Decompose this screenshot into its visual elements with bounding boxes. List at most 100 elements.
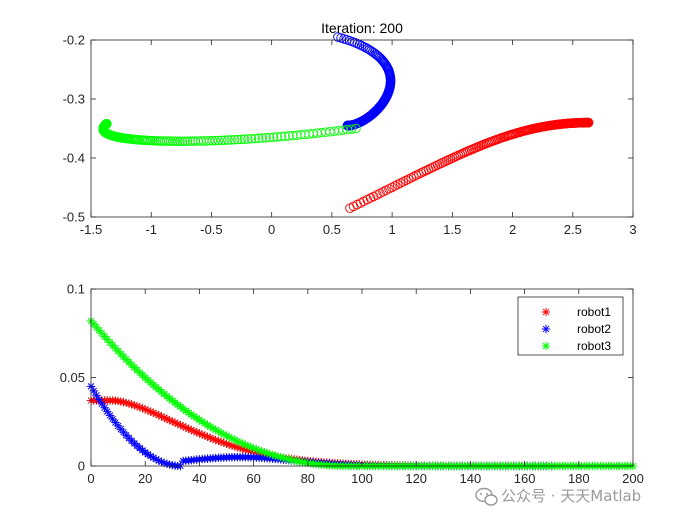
robot1-position-marker — [384, 184, 394, 194]
robot1-error-marker — [130, 401, 139, 410]
robot1-error-marker — [206, 433, 215, 443]
robot3-position-marker — [292, 130, 302, 140]
robot2-error-marker — [162, 459, 172, 468]
trajectory-robot2 — [333, 32, 396, 131]
robot3-position-marker — [190, 136, 201, 146]
robot1-error-marker — [238, 444, 247, 454]
robot3-position-marker — [253, 133, 264, 144]
legend-marker-robot2 — [541, 324, 551, 334]
robot1-position-marker — [401, 175, 411, 186]
bottom-ytick-label: 0.05 — [60, 370, 85, 385]
robot2-error-marker — [157, 457, 166, 467]
top-xtick-label: -1 — [145, 222, 157, 237]
legend-label-robot3: robot3 — [577, 339, 611, 353]
robot3-error-marker — [197, 417, 207, 426]
robot3-error-marker — [260, 447, 269, 457]
robot3-position-marker — [296, 130, 306, 140]
legend-marker-robot1 — [541, 307, 551, 317]
robot3-position-marker — [264, 132, 275, 143]
robot3-position-marker — [272, 132, 283, 142]
robot1-error-marker — [235, 443, 245, 453]
robot3-error-marker — [284, 455, 294, 464]
robot1-position-marker — [583, 117, 594, 128]
robot3-position-marker — [180, 136, 190, 146]
bottom-ticks: 0 20 40 60 80 100 120 140 160 180 200 0 0.05 0.1 — [60, 282, 644, 487]
robot1-position-marker — [441, 156, 452, 166]
robot3-error-marker — [281, 454, 291, 463]
robot3-error-marker — [254, 446, 264, 455]
robot3-error-marker — [233, 436, 242, 446]
robot2-position-marker — [352, 38, 362, 49]
top-xtick-label: -1.5 — [80, 222, 102, 237]
robot3-position-marker — [276, 131, 286, 142]
robot3-error-marker — [279, 453, 288, 463]
robot3-error-marker — [257, 447, 266, 456]
robot3-error-marker — [203, 420, 212, 430]
robot2-error-marker — [165, 460, 174, 469]
robot3-error-marker — [262, 448, 272, 458]
robot2-error-marker — [159, 458, 169, 468]
robot1-error-marker — [151, 409, 161, 419]
robot1-error-marker — [173, 419, 182, 429]
robot2-error-marker — [111, 418, 120, 427]
robot1-error-marker — [203, 432, 212, 441]
robot3-error-marker — [208, 424, 218, 433]
robot1-error-marker — [141, 405, 150, 414]
robot1-error-marker — [168, 417, 177, 426]
robot1-error-marker — [132, 402, 142, 411]
robot2-error-marker — [143, 450, 153, 459]
robot3-error-marker — [271, 451, 280, 460]
robot3-error-marker — [276, 453, 285, 462]
robot1-error-marker — [178, 422, 188, 431]
robot1-position-marker — [443, 155, 454, 165]
top-axes: -1.5 -1 -0.5 0 0.5 1 1.5 2 2.5 3-0.5-0.4-0.3-0.2 … — [63, 20, 637, 237]
robot3-position-marker — [101, 119, 112, 129]
robot1-error-marker — [170, 418, 180, 427]
robot2-error-marker — [113, 421, 123, 431]
robot2-error-marker — [94, 395, 104, 404]
robot3-position-marker — [216, 135, 227, 146]
robot3-position-marker — [300, 129, 310, 140]
robot3-error-marker — [230, 435, 239, 445]
top-xtick-label: 2 — [509, 222, 516, 237]
robot1-error-marker — [143, 406, 153, 415]
legend: robot1 robot2 robot3 — [517, 296, 624, 356]
wechat-icon — [475, 487, 498, 506]
legend-label-robot1: robot1 — [577, 305, 611, 319]
bottom-ytick-label: 0 — [78, 459, 85, 474]
robot1-error-marker — [119, 397, 128, 407]
legend-entry-robot1: robot1 — [541, 305, 611, 319]
robot3-error-marker — [206, 422, 215, 431]
robot1-error-marker — [176, 420, 185, 430]
robot1-position-marker — [435, 159, 445, 169]
robot1-error-marker — [149, 408, 158, 418]
robot1-error-marker — [135, 403, 144, 412]
top-ytick-label: -0.5 — [63, 210, 85, 225]
robot3-position-marker — [229, 134, 240, 145]
robot1-error-marker — [241, 445, 250, 454]
robot1-error-marker — [184, 424, 193, 433]
robot1-error-marker — [154, 411, 163, 420]
top-ytick-label: -0.4 — [63, 151, 85, 166]
robot3-position-marker — [177, 136, 188, 146]
robot3-position-marker — [239, 134, 250, 144]
robot1-position-marker — [411, 170, 422, 181]
robot1-position-marker — [387, 182, 397, 193]
bottom-xtick-label: 160 — [514, 471, 536, 486]
robot3-error-marker — [273, 452, 283, 461]
robot1-error-marker — [219, 438, 228, 448]
robot1-error-marker — [165, 415, 174, 425]
legend-entry-robot3: robot3 — [541, 339, 611, 353]
robot1-error-marker — [146, 407, 155, 416]
robot3-position-marker — [175, 136, 185, 146]
robot1-error-marker — [233, 443, 242, 452]
bottom-ytick-label: 0.1 — [67, 282, 85, 297]
robot1-error-marker — [157, 412, 166, 421]
robot3-position-marker — [219, 135, 230, 145]
robot3-position-marker — [187, 136, 198, 146]
robot2-error-marker — [154, 456, 163, 465]
robot3-position-marker — [250, 133, 260, 144]
robot3-error-marker — [268, 450, 277, 460]
top-chart-title: Iteration: 200 — [321, 20, 403, 36]
robot3-error-marker — [222, 431, 231, 440]
